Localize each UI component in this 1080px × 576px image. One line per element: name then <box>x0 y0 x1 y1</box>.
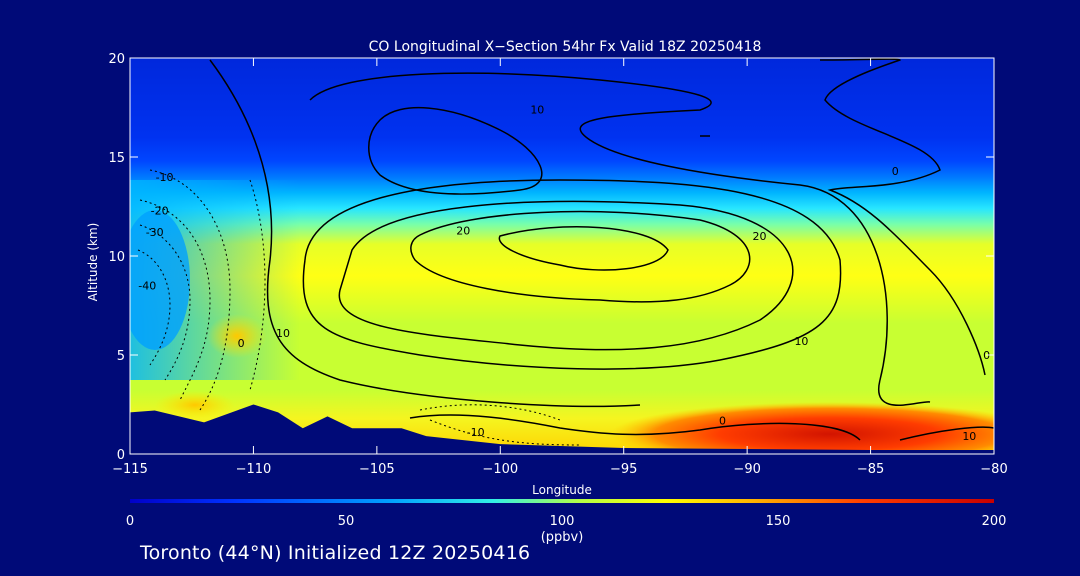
x-axis-label: Longitude <box>532 483 592 497</box>
orange-patch-surface <box>155 391 235 419</box>
contour-lines <box>209 58 994 441</box>
contour-label: -20 <box>151 204 169 217</box>
contour-label: 10 <box>794 335 808 348</box>
footer-info: Toronto (44°N) Initialized 12Z 20250416 <box>140 542 531 564</box>
colorbar-label: (ppbv) <box>541 530 584 545</box>
y-tick-label: 0 <box>117 448 125 463</box>
y-axis-label: Altitude (km) <box>86 223 100 302</box>
y-tick-label: 10 <box>108 250 125 265</box>
contour-label: 20 <box>456 224 470 237</box>
orange-patch-west <box>207 314 267 358</box>
y-tick-label: 5 <box>117 349 125 364</box>
x-tick-label: −100 <box>482 462 518 477</box>
colorbar-tick-label: 150 <box>766 514 791 529</box>
colorbar <box>130 499 994 503</box>
western-minimum <box>130 210 190 350</box>
x-tick-label: −80 <box>980 462 1007 477</box>
contour-label: -10 <box>156 171 174 184</box>
plot-area <box>130 58 994 454</box>
x-tick-label: −110 <box>236 462 272 477</box>
colorbar-tick-label: 200 <box>982 514 1007 529</box>
x-tick-label: −95 <box>610 462 637 477</box>
x-tick-label: −115 <box>112 462 148 477</box>
contour-label: 10 <box>530 103 544 116</box>
contour-label: 0 <box>892 165 899 178</box>
terrain-mask <box>130 404 994 454</box>
negative-contours <box>137 169 581 446</box>
contour-label: 10 <box>962 430 976 443</box>
colorbar-tick-label: 0 <box>126 514 134 529</box>
contour-label: 20 <box>752 230 766 243</box>
x-axis: −115 −110 −105 −100 −95 −90 −85 −80 <box>112 58 1008 477</box>
contour-label: -40 <box>138 280 156 293</box>
contour-label-group: 1020201001000010-10-10-20-30-40 <box>138 103 990 443</box>
contour-label: 0 <box>719 414 726 427</box>
y-axis: 0 5 10 15 20 <box>108 52 994 463</box>
contour-label: -10 <box>467 426 485 439</box>
y-tick-label: 15 <box>108 151 125 166</box>
x-tick-label: −85 <box>857 462 884 477</box>
contour-label: 10 <box>276 327 290 340</box>
x-tick-label: −90 <box>733 462 760 477</box>
colorbar-tick-label: 100 <box>550 514 575 529</box>
contour-label: -30 <box>146 226 164 239</box>
colorbar-ticks: 0 50 100 150 200 <box>126 514 1007 529</box>
colorbar-tick-label: 50 <box>338 514 355 529</box>
surface-co-maximum <box>610 402 994 454</box>
y-tick-label: 20 <box>108 52 125 67</box>
chart-title: CO Longitudinal X−Section 54hr Fx Valid … <box>369 39 762 55</box>
contour-label: 0 <box>238 337 245 350</box>
x-tick-label: −105 <box>359 462 395 477</box>
